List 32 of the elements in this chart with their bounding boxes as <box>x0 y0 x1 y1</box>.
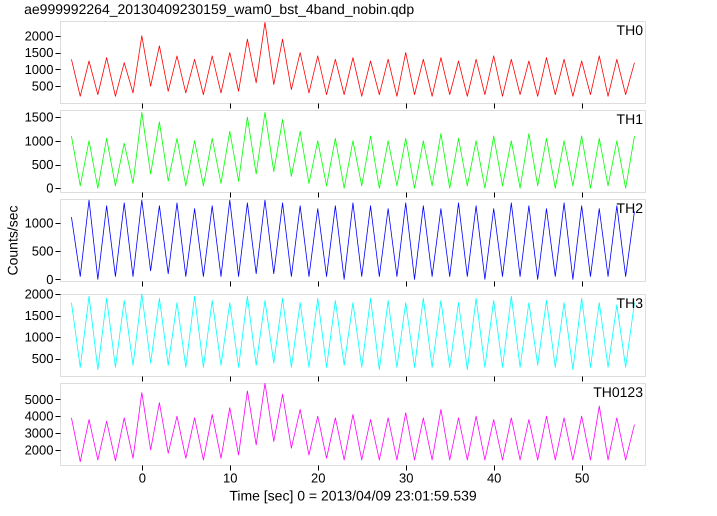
x-tick-label: 50 <box>574 470 590 486</box>
x-axis-title: Time [sec] 0 = 2013/04/09 23:01:59.539 <box>229 488 477 504</box>
y-tick-label: 0 <box>46 272 54 287</box>
y-tick-label: 1500 <box>24 110 54 125</box>
y-tick-label: 2000 <box>24 286 54 302</box>
series-label: TH1 <box>616 111 644 127</box>
y-tick-label: 1000 <box>24 330 54 345</box>
y-tick-label: 3000 <box>24 426 54 441</box>
y-tick-label: 2000 <box>24 442 54 458</box>
y-tick-label: 500 <box>32 244 54 259</box>
y-tick-label: 500 <box>32 157 54 172</box>
series-label: TH0123 <box>593 384 644 400</box>
x-tick-label: 10 <box>223 470 238 486</box>
y-tick-label: 4000 <box>24 408 54 424</box>
x-tick-label: 20 <box>311 470 326 486</box>
x-tick-label: 0 <box>138 470 146 486</box>
y-tick-label: 500 <box>32 78 54 94</box>
chart-title: ae999992264_20130409230159_wam0_bst_4band_nobin.qdp <box>24 1 414 17</box>
y-tick-label: 500 <box>32 351 54 366</box>
x-tick-label: 30 <box>398 470 414 486</box>
y-tick-label: 1000 <box>24 215 54 230</box>
y-tick-label: 1000 <box>24 62 54 77</box>
series-label: TH3 <box>616 295 644 311</box>
y-tick-label: 0 <box>46 180 54 196</box>
y-tick-label: 1500 <box>24 45 54 60</box>
x-tick-label: 40 <box>486 470 502 486</box>
y-tick-label: 5000 <box>24 392 54 407</box>
y-tick-label: 1500 <box>24 308 54 324</box>
y-tick-label: 2000 <box>24 28 54 44</box>
series-label: TH0 <box>616 22 644 38</box>
y-axis-title: Counts/sec <box>4 205 21 276</box>
y-tick-label: 1000 <box>24 133 54 148</box>
